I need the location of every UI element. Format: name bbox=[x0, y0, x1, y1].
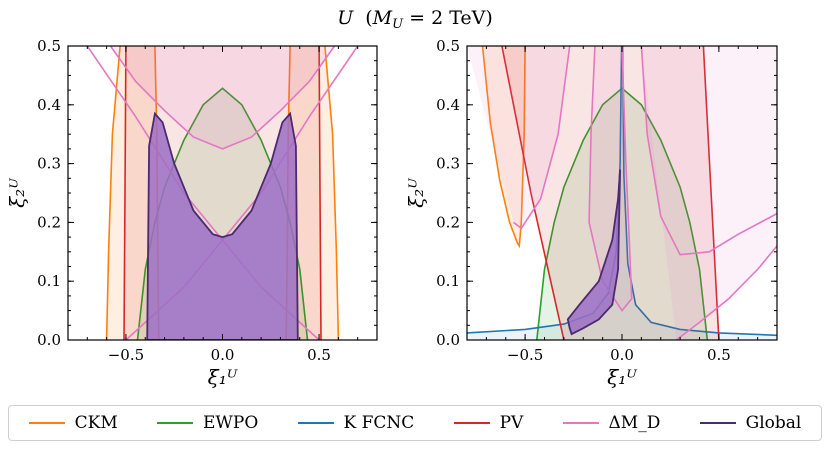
pv-band bbox=[501, 46, 719, 340]
y-tick-label: 0.0 bbox=[436, 331, 460, 349]
global-region bbox=[566, 169, 621, 336]
x-tick-label: 0.0 bbox=[211, 346, 235, 364]
ckm-outer-line-0 bbox=[105, 46, 121, 340]
legend-label-pv: PV bbox=[499, 413, 524, 433]
y-axis-label: ξ₂ᵁ bbox=[404, 178, 428, 208]
ckm-outer-line-1 bbox=[324, 46, 340, 340]
k-fcnc-region bbox=[467, 46, 777, 340]
y-tick-label: 0.5 bbox=[436, 37, 460, 55]
y-tick-label: 0.3 bbox=[436, 155, 460, 173]
y-tick-label: 0.1 bbox=[436, 272, 460, 290]
m-d-curve-c4 bbox=[675, 245, 777, 340]
legend-swatch-ewpo bbox=[157, 422, 193, 424]
y-tick-label: 0.3 bbox=[37, 155, 61, 173]
legend-label-ckm: CKM bbox=[74, 413, 118, 433]
legend: CKM EWPO K FCNC PV ΔM_D Global bbox=[8, 405, 822, 441]
y-tick-label: 0.4 bbox=[436, 96, 460, 114]
legend-label-global: Global bbox=[745, 413, 802, 433]
m-d-inner-region bbox=[589, 46, 632, 311]
left-panel: −0.5 0.0 0.5 0.0 0.1 0.2 0.3 0.4 0.5 ξ₁ᵁ ξ₂ᵁ bbox=[5, 37, 378, 389]
x-tick-label: 0.5 bbox=[307, 346, 331, 364]
global-region bbox=[146, 111, 299, 340]
x-tick-label: 0.5 bbox=[707, 346, 731, 364]
x-tick-label: −0.5 bbox=[108, 346, 144, 364]
legend-item-kfcnc: K FCNC bbox=[297, 413, 415, 433]
pv-left-line bbox=[501, 46, 565, 340]
y-tick-label: 0.2 bbox=[436, 213, 460, 231]
m-d-curve-c3 bbox=[640, 46, 777, 256]
x-tick-label: 0.0 bbox=[610, 346, 634, 364]
m-d-left-region bbox=[467, 46, 570, 229]
plot-area bbox=[467, 46, 777, 340]
legend-swatch-kfcnc bbox=[297, 422, 334, 424]
x-axis-label: ξ₁ᵁ bbox=[607, 365, 637, 389]
y-tick-label: 0.1 bbox=[37, 272, 61, 290]
pv-right-line bbox=[702, 46, 720, 340]
x-axis-label: ξ₁ᵁ bbox=[208, 365, 238, 389]
legend-label-delta-md: ΔM_D bbox=[608, 413, 661, 433]
x-tick-label: −0.5 bbox=[507, 346, 543, 364]
y-tick-label: 0.0 bbox=[37, 331, 61, 349]
m-d-curve-c1 bbox=[588, 46, 633, 312]
ewpo-boundary bbox=[536, 87, 709, 340]
legend-swatch-delta-md bbox=[562, 422, 599, 424]
y-tick-label: 0.2 bbox=[37, 213, 61, 231]
y-tick-label: 0.4 bbox=[37, 96, 61, 114]
ckm-region bbox=[467, 46, 526, 246]
plot-area bbox=[68, 46, 377, 340]
legend-swatch-global bbox=[699, 422, 736, 424]
legend-label-kfcnc: K FCNC bbox=[343, 413, 415, 433]
y-tick-label: 0.5 bbox=[37, 37, 61, 55]
legend-item-ckm: CKM bbox=[28, 413, 118, 433]
pv-left-line bbox=[123, 46, 127, 340]
m-d-upper-curve bbox=[109, 46, 336, 150]
right-panel: −0.5 0.0 0.5 0.0 0.1 0.2 0.3 0.4 0.5 ξ₁ᵁ ξ₂ᵁ bbox=[404, 37, 778, 389]
m-d-curve-c2 bbox=[513, 46, 571, 230]
legend-label-ewpo: EWPO bbox=[203, 413, 259, 433]
k-fcnc-right-branch bbox=[621, 46, 777, 337]
figure: U (MU = 2 TeV) −0.5 0.0 0.5 0.0 0.1 0.2 0.3 0.4… bbox=[5, 7, 778, 389]
m-d-upper-right-region bbox=[641, 46, 777, 255]
y-axis-label: ξ₂ᵁ bbox=[5, 178, 29, 208]
legend-item-pv: PV bbox=[453, 413, 524, 433]
pv-right-line bbox=[318, 46, 322, 340]
legend-item-delta-md: ΔM_D bbox=[562, 413, 661, 433]
legend-item-ewpo: EWPO bbox=[157, 413, 258, 433]
m-d-lower-right-region bbox=[641, 46, 777, 340]
legend-swatch-pv bbox=[453, 422, 490, 424]
legend-item-global: Global bbox=[699, 413, 802, 433]
figure-title: U (MU = 2 TeV) bbox=[337, 7, 493, 32]
ckm-boundary bbox=[481, 46, 526, 249]
legend-swatch-ckm bbox=[28, 422, 65, 424]
m-d-region bbox=[68, 46, 377, 149]
